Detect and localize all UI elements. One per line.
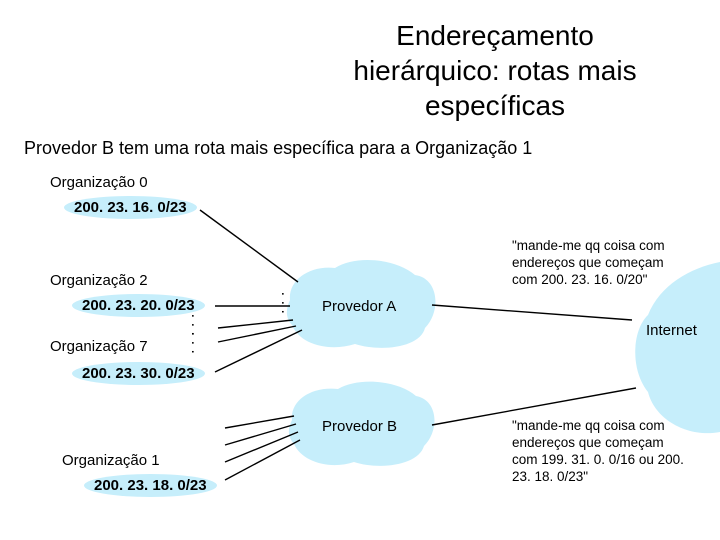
org0-ip: 200. 23. 16. 0/23 [64,196,197,219]
vdots-3: . . . [283,292,289,314]
speech-a: "mande-me qq coisa com endereços que com… [512,238,682,289]
subtitle-text: Provedor B tem uma rota mais específica … [24,138,532,159]
org2-ip: 200. 23. 20. 0/23 [72,294,205,317]
title-line-3: específicas [300,88,690,123]
org0-label: Organização 0 [50,174,148,191]
speech-b: "mande-me qq coisa com endereços que com… [512,418,692,486]
org1-label: Organização 1 [62,452,160,469]
vdots-2: . . . [193,332,199,354]
provider-a-label: Provedor A [322,298,396,315]
org7-ip: 200. 23. 30. 0/23 [72,362,205,385]
slide-title: Endereçamento hierárquico: rotas mais es… [300,18,690,123]
org7-label: Organização 7 [50,338,148,355]
provider-b-label: Provedor B [322,418,397,435]
org2-label: Organização 2 [50,272,148,289]
title-line-2: hierárquico: rotas mais [300,53,690,88]
title-line-1: Endereçamento [300,18,690,53]
org1-ip: 200. 23. 18. 0/23 [84,474,217,497]
internet-label: Internet [646,322,697,339]
